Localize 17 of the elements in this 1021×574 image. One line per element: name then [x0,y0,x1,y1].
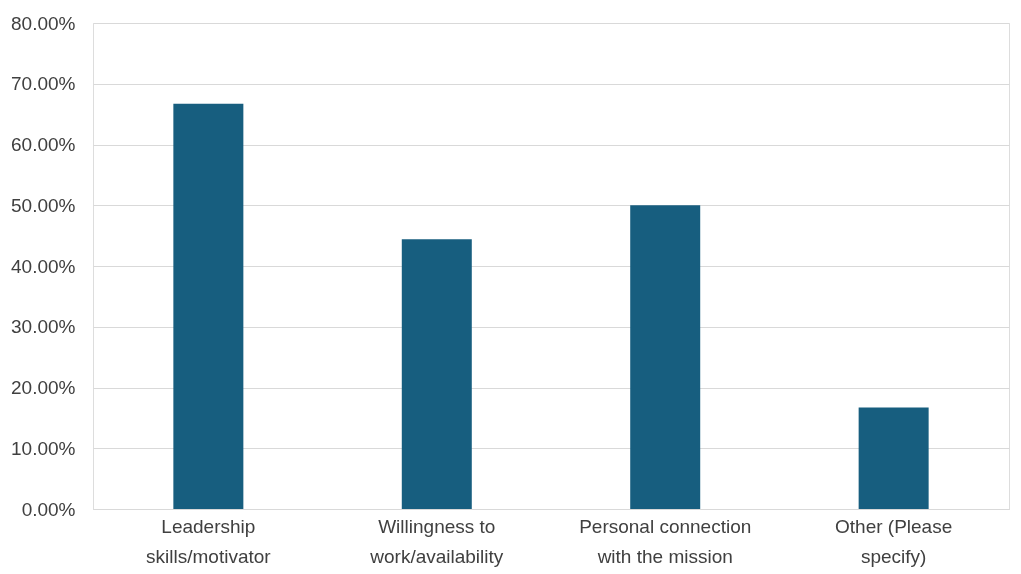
y-tick-label: 80.00% [11,12,76,34]
y-tick-label: 20.00% [11,377,76,398]
y-tick-label: 60.00% [11,134,76,155]
bar [858,407,929,509]
bar [401,239,472,509]
x-tick-label: Leadership skills/motivator [146,515,272,567]
x-tick-label: Other (Please specify) [835,515,953,567]
x-tick-label: Personal connection with the mission [579,515,752,567]
y-tick-label: 0.00% [21,498,76,520]
y-tick-label: 40.00% [11,255,76,277]
bar [630,205,701,509]
y-tick-label: 30.00% [11,316,76,338]
x-tick-label: Willingness to work/availability [369,515,504,567]
y-tick-label: 50.00% [11,194,76,216]
y-tick-label: 10.00% [11,437,76,459]
bar [173,103,244,509]
y-tick-label: 70.00% [11,73,76,95]
